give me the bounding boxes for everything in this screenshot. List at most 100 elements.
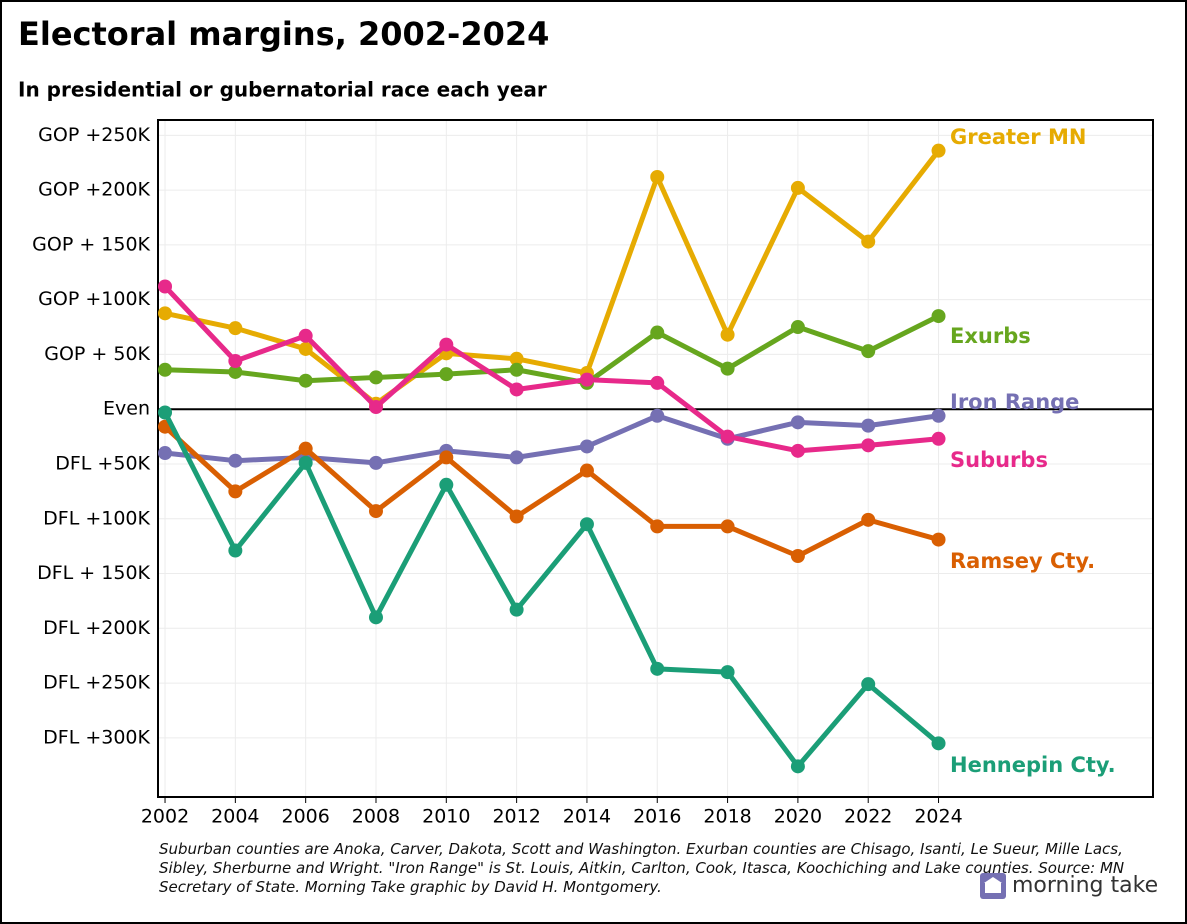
data-point	[931, 309, 946, 324]
data-point	[931, 408, 946, 423]
data-point	[368, 610, 383, 625]
data-point	[368, 504, 383, 519]
data-point	[228, 453, 243, 468]
x-tick-label: 2010	[422, 806, 470, 828]
x-tick-label: 2002	[141, 806, 189, 828]
data-point	[368, 400, 383, 415]
y-tick-label: GOP + 50K	[44, 343, 150, 365]
footnote: Suburban counties are Anoka, Carver, Dak…	[159, 840, 1125, 896]
series-label: Suburbs	[950, 448, 1048, 472]
data-point	[579, 372, 594, 387]
data-point	[720, 361, 735, 376]
series-line	[164, 413, 939, 466]
data-point	[439, 477, 454, 492]
data-point	[650, 661, 665, 676]
data-point	[650, 519, 665, 534]
y-tick-label: GOP +100K	[38, 288, 150, 310]
y-tick-label: GOP + 150K	[32, 233, 150, 255]
data-point	[228, 364, 243, 379]
y-tick-label: GOP +250K	[38, 124, 150, 146]
data-point	[509, 602, 524, 617]
series-line	[164, 149, 941, 407]
data-point	[439, 337, 454, 352]
data-point	[368, 370, 383, 385]
series-line	[162, 411, 941, 769]
data-point	[439, 450, 454, 465]
x-tick-label: 2020	[774, 806, 822, 828]
y-tick-label: DFL +300K	[43, 726, 150, 748]
data-point	[158, 306, 173, 321]
y-tick-label: DFL +200K	[43, 617, 150, 639]
series-label: Iron Range	[950, 390, 1079, 414]
data-point	[298, 373, 313, 388]
data-point	[228, 321, 243, 336]
logo-text: morning take	[1012, 873, 1158, 898]
data-point	[720, 665, 735, 680]
data-point	[368, 455, 383, 470]
data-point	[650, 169, 665, 184]
data-point	[650, 375, 665, 390]
data-point	[931, 736, 946, 751]
data-point	[509, 362, 524, 377]
data-point	[509, 351, 524, 366]
data-point	[579, 439, 594, 454]
data-point	[861, 234, 876, 249]
data-point	[298, 441, 313, 456]
series-label: Exurbs	[950, 324, 1031, 348]
x-tick-label: 2004	[211, 806, 259, 828]
data-point	[158, 446, 173, 461]
series-label: Ramsey Cty.	[950, 549, 1095, 573]
data-point	[861, 418, 876, 433]
data-point	[158, 362, 173, 377]
series-label: Greater MN	[950, 125, 1086, 149]
data-point	[579, 463, 594, 478]
data-point	[861, 344, 876, 359]
data-point	[790, 759, 805, 774]
data-point	[790, 320, 805, 335]
data-point	[720, 519, 735, 534]
series-line	[164, 313, 940, 386]
plot-frame	[157, 119, 1154, 798]
data-point	[298, 328, 313, 343]
data-point	[650, 325, 665, 340]
data-point	[720, 429, 735, 444]
data-point	[509, 382, 524, 397]
data-point	[720, 327, 735, 342]
data-point	[790, 548, 805, 563]
data-point	[509, 450, 524, 465]
y-tick-label: DFL +100K	[43, 507, 150, 529]
data-point	[158, 405, 173, 420]
x-tick-label: 2018	[703, 806, 751, 828]
x-tick-label: 2022	[844, 806, 892, 828]
data-point	[509, 509, 524, 524]
data-point	[298, 341, 313, 356]
data-point	[650, 408, 665, 423]
data-point	[228, 543, 243, 558]
data-point	[158, 279, 173, 294]
x-tick-label: 2008	[352, 806, 400, 828]
series-label: Hennepin Cty.	[950, 753, 1116, 777]
data-point	[298, 455, 313, 470]
series-line	[163, 424, 940, 559]
data-point	[931, 143, 946, 158]
logo-icon	[980, 873, 1006, 899]
x-tick-label: 2006	[281, 806, 329, 828]
data-point	[790, 443, 805, 458]
x-tick-label: 2024	[914, 806, 962, 828]
data-point	[790, 180, 805, 195]
y-tick-label: DFL + 150K	[37, 562, 150, 584]
series-line	[163, 284, 939, 454]
x-tick-label: 2014	[563, 806, 611, 828]
y-tick-label: DFL +50K	[55, 452, 150, 474]
y-tick-label: Even	[103, 398, 150, 420]
data-point	[228, 484, 243, 499]
data-point	[790, 415, 805, 430]
chart-title: Electoral margins, 2002-2024	[18, 15, 549, 53]
x-tick-label: 2012	[492, 806, 540, 828]
data-point	[861, 438, 876, 453]
data-point	[579, 517, 594, 532]
data-point	[861, 677, 876, 692]
y-tick-label: DFL +250K	[43, 672, 150, 694]
data-point	[228, 354, 243, 369]
